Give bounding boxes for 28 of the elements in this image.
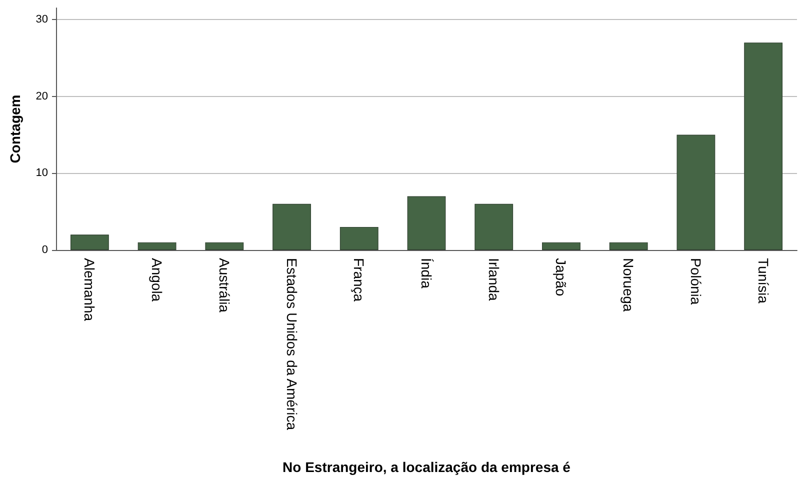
y-tick-label: 30	[36, 14, 48, 26]
bar	[70, 234, 109, 250]
x-tick-label: Angola	[149, 258, 166, 302]
bar	[474, 204, 514, 250]
y-tick-label: 10	[36, 167, 48, 180]
x-tick-label: Austrália	[216, 258, 232, 313]
bar	[340, 226, 378, 250]
x-tick-label: Índia	[418, 258, 434, 289]
bar	[609, 242, 648, 250]
bar	[676, 134, 716, 250]
x-tick-label: Estados Unidos da América	[284, 258, 300, 430]
y-tick-label: 20	[36, 90, 48, 102]
bar	[272, 204, 311, 250]
x-tick-label: Polónia	[688, 258, 704, 305]
x-tick-label: Alemanha	[82, 258, 98, 322]
bar	[138, 242, 176, 250]
bar	[407, 196, 446, 250]
x-tick-label: Japão	[553, 258, 570, 296]
bar	[542, 242, 580, 250]
y-tick-label: 0	[42, 244, 48, 256]
bar	[205, 242, 244, 250]
x-axis-title: No Estrangeiro, a localização da empresa é	[282, 459, 571, 475]
x-tick-label: Irlanda	[486, 258, 502, 302]
bar	[744, 42, 783, 250]
y-axis-title: Contagem	[7, 94, 23, 164]
x-tick-label: Noruega	[620, 258, 637, 312]
x-tick-label: Tunísia	[755, 258, 772, 304]
x-tick-label: França	[351, 258, 368, 302]
